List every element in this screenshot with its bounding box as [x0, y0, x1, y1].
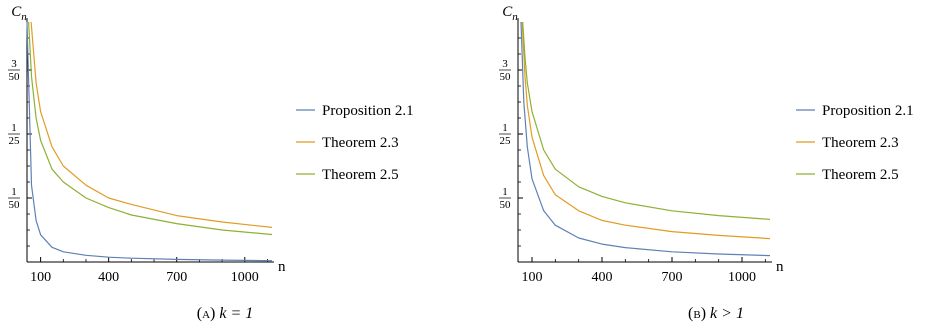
x-tick-label: 400: [592, 270, 613, 285]
series-line-1: [520, 21, 771, 257]
series-line-3: [522, 21, 771, 220]
x-tick-label: 1000: [728, 270, 756, 285]
y-tick-numerator: 1: [502, 186, 508, 198]
y-tick-denominator: 25: [500, 135, 512, 147]
y-tick-numerator: 3: [502, 58, 508, 70]
x-axis-label: n: [776, 259, 784, 275]
series-line-2: [30, 21, 273, 228]
y-axis-label: Cn: [502, 4, 518, 23]
x-axis-label: n: [278, 259, 286, 275]
x-tick-label: 700: [662, 270, 683, 285]
y-tick-numerator: 3: [11, 58, 17, 70]
y-tick-numerator: 1: [502, 122, 508, 134]
y-tick-denominator: 50: [9, 199, 21, 211]
y-tick-numerator: 1: [11, 186, 17, 198]
series-line-2: [521, 21, 771, 240]
y-tick-denominator: 50: [500, 199, 512, 211]
x-tick-label: 100: [30, 270, 51, 285]
y-axis-label: Cn: [11, 4, 27, 23]
legend-label: Proposition 2.1: [322, 103, 414, 119]
series-line-1: [26, 21, 273, 262]
y-tick-denominator: 25: [9, 135, 21, 147]
legend-label: Theorem 2.3: [322, 135, 399, 151]
x-tick-label: 100: [522, 270, 543, 285]
y-tick-denominator: 50: [500, 71, 512, 83]
x-tick-label: 700: [166, 270, 187, 285]
legend-label: Theorem 2.5: [322, 167, 399, 183]
legend-label: Proposition 2.1: [822, 103, 914, 119]
x-tick-label: 400: [98, 270, 119, 285]
y-tick-numerator: 1: [11, 122, 17, 134]
series-line-3: [28, 21, 273, 236]
chart-caption: (A) k = 1: [197, 305, 254, 322]
y-tick-denominator: 50: [9, 71, 21, 83]
legend-label: Theorem 2.5: [822, 167, 899, 183]
x-tick-label: 1000: [231, 270, 259, 285]
chart-caption: (B) k > 1: [688, 305, 744, 322]
legend-label: Theorem 2.3: [822, 135, 899, 151]
